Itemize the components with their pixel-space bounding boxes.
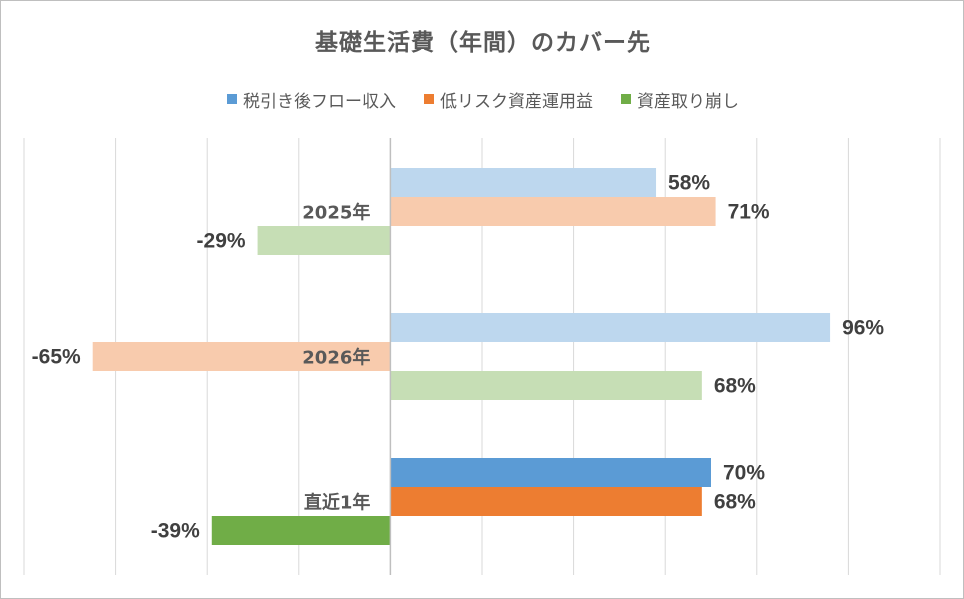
category-label: 2025年 <box>302 202 370 224</box>
bar <box>390 458 711 487</box>
data-label: -29% <box>197 230 246 253</box>
bar <box>390 168 657 197</box>
data-label: -39% <box>151 520 200 543</box>
chart-title: 基礎生活費（年間）のカバー先 <box>315 30 651 56</box>
bar <box>390 371 702 400</box>
legend-label-low-risk-returns: 低リスク資産運用益 <box>440 91 593 112</box>
bar <box>257 226 391 255</box>
category-label: 2026年 <box>302 347 370 369</box>
legend-swatch-asset-drawdown <box>621 94 631 104</box>
legend-swatch-low-risk-returns <box>424 94 434 104</box>
bar <box>211 516 391 545</box>
legend-label-flow-income: 税引き後フロー収入 <box>243 91 396 112</box>
legend-item-flow-income: 税引き後フロー収入 <box>227 87 396 112</box>
bar <box>390 197 716 226</box>
data-label: 68% <box>714 375 756 398</box>
legend-item-asset-drawdown: 資産取り崩し <box>621 87 739 112</box>
data-label: 96% <box>842 317 884 340</box>
bar <box>390 313 831 342</box>
category-label: 直近1年 <box>304 492 371 514</box>
bar <box>92 342 391 371</box>
legend-label-asset-drawdown: 資産取り崩し <box>637 91 739 112</box>
data-label: 68% <box>714 491 756 514</box>
legend-swatch-flow-income <box>227 94 237 104</box>
data-label: 71% <box>728 201 770 224</box>
legend-item-low-risk-returns: 低リスク資産運用益 <box>424 87 593 112</box>
bar <box>390 487 702 516</box>
data-label: 70% <box>723 462 765 485</box>
chart-legend: 税引き後フロー収入 低リスク資産運用益 資産取り崩し <box>1 87 964 112</box>
data-label: 58% <box>668 172 710 195</box>
data-label: -65% <box>32 346 81 369</box>
